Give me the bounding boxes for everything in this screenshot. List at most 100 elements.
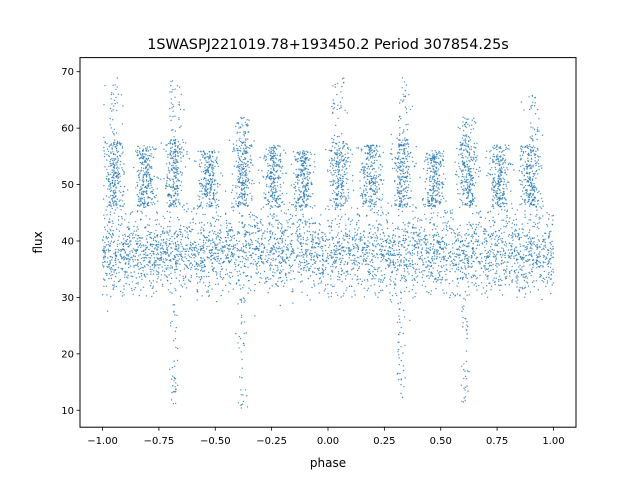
data-point	[416, 268, 418, 270]
data-point	[297, 254, 299, 256]
data-point	[216, 256, 218, 258]
data-point	[404, 228, 406, 230]
data-point	[148, 164, 150, 166]
data-point	[185, 142, 187, 144]
data-point	[445, 268, 448, 270]
data-point	[153, 236, 156, 238]
data-point	[306, 254, 308, 256]
data-point	[517, 258, 519, 261]
data-point	[188, 264, 191, 266]
data-point	[465, 257, 467, 260]
data-point	[171, 129, 173, 132]
data-point	[421, 271, 423, 273]
data-point	[104, 246, 107, 248]
data-point	[250, 276, 252, 279]
data-point	[202, 234, 204, 237]
data-point	[246, 165, 249, 167]
data-point	[250, 225, 252, 227]
data-point	[474, 229, 477, 231]
data-point	[465, 255, 467, 257]
data-point	[510, 257, 512, 260]
data-point	[174, 176, 177, 178]
data-point	[443, 292, 445, 294]
data-point	[391, 247, 393, 250]
data-point	[129, 213, 132, 215]
data-point	[418, 243, 420, 245]
data-point	[411, 274, 413, 277]
data-point	[432, 275, 434, 278]
data-point	[137, 228, 139, 230]
data-point	[160, 233, 162, 236]
data-point	[290, 270, 292, 272]
data-point	[206, 153, 209, 155]
data-point	[110, 98, 112, 100]
data-point	[250, 254, 252, 257]
data-point	[340, 260, 343, 262]
data-point	[407, 232, 409, 234]
data-point	[325, 238, 328, 240]
data-point	[449, 210, 451, 212]
data-point	[465, 273, 467, 276]
data-point	[109, 273, 111, 275]
data-point	[184, 276, 187, 279]
data-point	[413, 233, 415, 235]
data-point	[407, 225, 409, 227]
data-point	[351, 285, 353, 287]
data-point	[338, 241, 341, 243]
data-point	[290, 217, 292, 220]
data-point	[120, 241, 123, 244]
data-point	[452, 230, 455, 232]
data-point	[208, 192, 210, 194]
data-point	[247, 164, 249, 166]
data-point	[197, 248, 200, 251]
data-point	[262, 250, 264, 252]
data-point	[145, 252, 147, 254]
data-point	[244, 157, 246, 159]
data-point	[492, 279, 494, 281]
data-point	[118, 172, 121, 175]
data-point	[191, 247, 193, 249]
data-point	[382, 279, 385, 281]
data-point	[336, 223, 338, 226]
data-point	[138, 235, 140, 237]
data-point	[416, 254, 419, 256]
data-point	[414, 216, 416, 219]
data-point	[197, 232, 199, 234]
data-point	[176, 184, 178, 187]
data-point	[493, 249, 495, 251]
data-point	[300, 209, 302, 211]
data-point	[378, 285, 381, 287]
data-point	[259, 257, 261, 260]
data-point	[472, 275, 475, 277]
data-point	[148, 196, 150, 199]
data-point	[513, 249, 516, 251]
data-point	[154, 260, 156, 262]
data-point	[496, 234, 498, 237]
data-point	[268, 224, 271, 226]
data-point	[530, 213, 532, 216]
data-point	[492, 232, 495, 234]
data-point	[382, 289, 384, 291]
data-point	[132, 293, 134, 295]
data-point	[451, 228, 453, 230]
data-point	[153, 267, 155, 269]
data-point	[123, 288, 125, 290]
data-point	[528, 231, 530, 234]
data-point	[271, 224, 273, 226]
data-point	[499, 228, 502, 230]
data-point	[337, 279, 339, 281]
data-point	[169, 211, 171, 213]
data-point	[233, 165, 235, 167]
data-point	[303, 259, 305, 261]
data-point	[118, 215, 120, 218]
data-point	[169, 216, 172, 218]
data-point	[151, 245, 153, 248]
data-point	[137, 283, 139, 285]
data-point	[545, 246, 547, 248]
data-point	[107, 188, 109, 190]
data-point	[221, 268, 224, 270]
data-point	[538, 256, 540, 258]
data-point	[233, 244, 235, 246]
data-point	[374, 237, 376, 239]
data-point	[529, 219, 532, 221]
